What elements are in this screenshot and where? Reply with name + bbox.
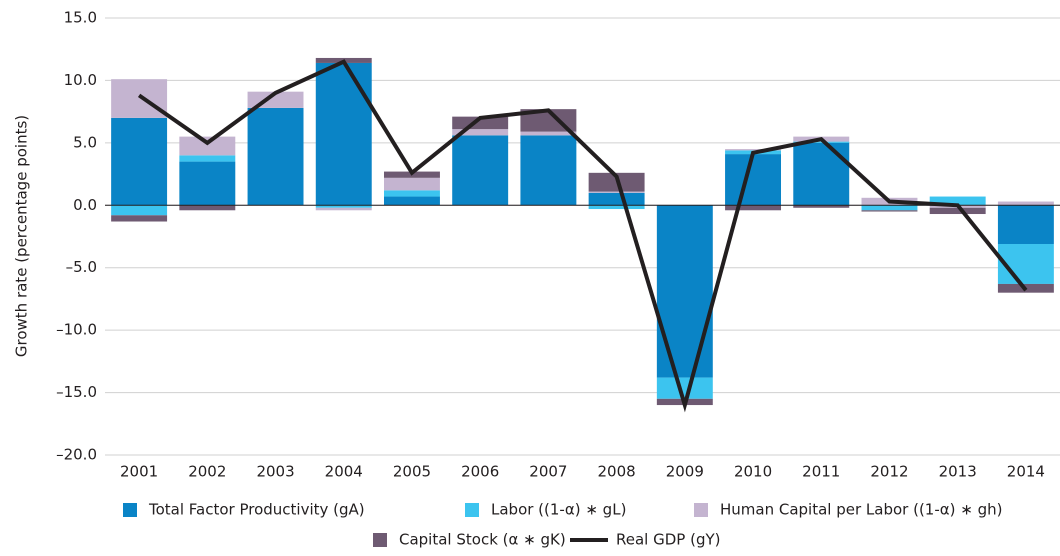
x-tick-label: 2004 <box>325 463 363 481</box>
legend-swatch <box>373 533 387 547</box>
legend-label: Real GDP (gY) <box>616 531 720 549</box>
y-tick-label: 10.0 <box>64 71 97 89</box>
bar-segment <box>179 136 236 156</box>
bar-segment <box>725 205 782 211</box>
x-tick-label: 2012 <box>870 463 908 481</box>
bar-segment <box>452 116 509 130</box>
legend-label: Total Factor Productivity (gA) <box>148 501 365 519</box>
x-tick-label: 2013 <box>939 463 977 481</box>
bar-segment <box>656 205 713 378</box>
x-tick-label: 2008 <box>598 463 636 481</box>
bar-segment <box>111 215 168 222</box>
bar-segment <box>861 210 918 212</box>
bar-segment <box>315 62 372 206</box>
bar-segment <box>452 135 509 206</box>
bar-segment <box>861 205 918 211</box>
x-tick-label: 2003 <box>256 463 294 481</box>
x-tick-label: 2011 <box>802 463 840 481</box>
bar-segment <box>588 192 645 206</box>
x-tick-label: 2009 <box>666 463 704 481</box>
bar-segment <box>111 205 168 216</box>
bar-segment <box>929 196 986 206</box>
bar-segment <box>725 154 782 206</box>
legend-label: Capital Stock (α ∗ gK) <box>399 531 566 549</box>
bar-segment <box>111 79 168 118</box>
bar-segment <box>997 201 1054 206</box>
bar-segment <box>588 191 645 193</box>
x-tick-label: 2007 <box>529 463 567 481</box>
bar-segment <box>793 141 850 143</box>
bar-segment <box>793 142 850 206</box>
bar-segment <box>656 377 713 399</box>
bar-segment <box>383 177 440 191</box>
bar-segment <box>588 205 645 210</box>
legend-swatch <box>465 503 479 517</box>
x-tick-label: 2006 <box>461 463 499 481</box>
y-tick-label: 0.0 <box>73 196 97 214</box>
bar-segment <box>793 205 850 208</box>
gdp-line <box>137 59 1028 413</box>
bar-segment <box>452 129 509 136</box>
bar-segment <box>997 205 1054 244</box>
bar-segment <box>315 207 372 211</box>
y-tick-label: –20.0 <box>56 446 97 464</box>
legend-label: Human Capital per Labor ((1-α) ∗ gh) <box>720 501 1002 519</box>
bar-segment <box>179 155 236 162</box>
bar-segment <box>111 117 168 206</box>
y-tick-label: –15.0 <box>56 383 97 401</box>
bar-segment <box>929 207 986 215</box>
x-tick-label: 2002 <box>188 463 226 481</box>
bar-segment <box>179 205 236 211</box>
y-tick-label: –10.0 <box>56 321 97 339</box>
y-tick-label: 15.0 <box>64 9 97 27</box>
x-tick-label: 2005 <box>393 463 431 481</box>
bar-segment <box>725 149 782 151</box>
y-tick-label: –5.0 <box>66 258 97 276</box>
bar-segment <box>383 190 440 197</box>
bar-segment <box>383 196 440 206</box>
bar-segment <box>315 205 372 208</box>
y-tick-label: 5.0 <box>73 133 97 151</box>
legend-label: Labor ((1-α) ∗ gL) <box>491 501 626 519</box>
y-axis-label: Growth rate (percentage points) <box>13 115 31 357</box>
legend-swatch <box>694 503 708 517</box>
x-tick-label: 2014 <box>1007 463 1045 481</box>
legend-swatch <box>123 503 137 517</box>
x-tick-label: 2001 <box>120 463 158 481</box>
bar-segment <box>520 131 577 136</box>
bar-segment <box>520 135 577 206</box>
bar-segment <box>247 107 304 206</box>
x-tick-label: 2010 <box>734 463 772 481</box>
bar-segment <box>179 161 236 206</box>
